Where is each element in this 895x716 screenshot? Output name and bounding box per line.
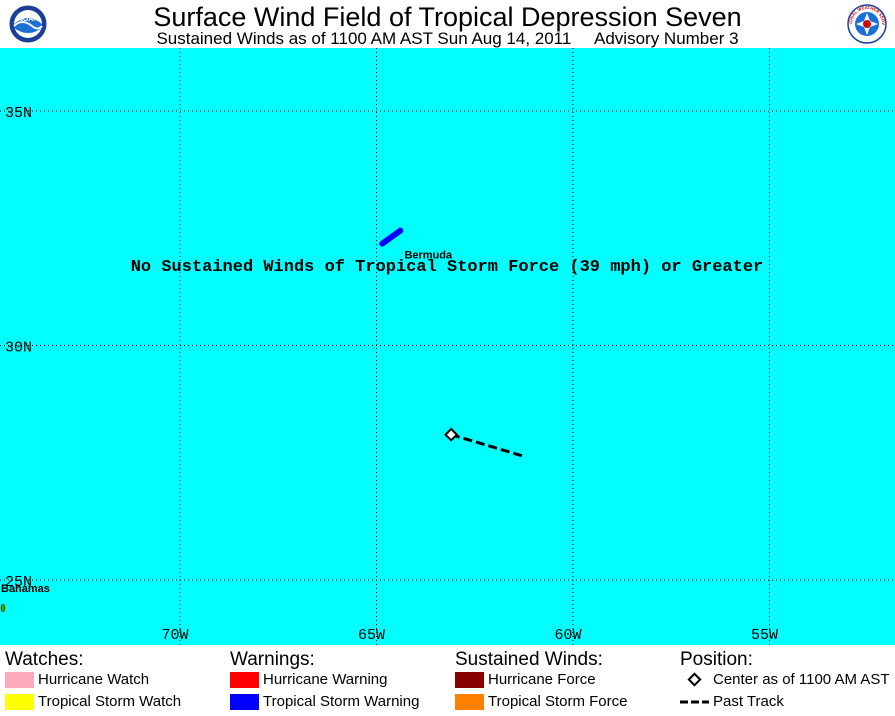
dashed-line-icon <box>680 700 709 704</box>
legend-label: Center as of 1100 AM AST <box>713 671 890 688</box>
legend-label: Hurricane Warning <box>263 671 388 688</box>
legend-past-track: Past Track <box>680 693 892 712</box>
tropical-storm-watch-swatch <box>5 694 34 710</box>
land-layer <box>0 227 404 613</box>
no-wind-message: No Sustained Winds of Tropical Storm For… <box>131 258 764 277</box>
map-title: Surface Wind Field of Tropical Depressio… <box>153 2 742 32</box>
hurricane-force-swatch <box>455 672 484 688</box>
lat-label: 30N <box>5 340 32 357</box>
ocean-background <box>0 48 895 645</box>
legend-hurricane-warning: Hurricane Warning <box>230 671 450 690</box>
legend-label: Tropical Storm Warning <box>263 693 420 710</box>
svg-text:NOAA: NOAA <box>18 16 39 23</box>
bermuda-tropical-storm-warning <box>379 227 404 247</box>
legend-center-position: Center as of 1100 AM AST <box>680 671 892 690</box>
tropical-storm-warning-swatch <box>230 694 259 710</box>
bermuda-label: Bermuda <box>404 250 453 262</box>
map-labels: 35N 30N 25N 70W 65W 60W 55W Bermuda Bahamas <box>1 105 778 644</box>
storm-center-marker[interactable] <box>444 427 459 442</box>
legend-tropical-storm-warning: Tropical Storm Warning <box>230 693 450 712</box>
nws-logo-icon: NATIONAL WEATHER SERVICE <box>847 4 887 44</box>
legend-warnings-heading: Warnings: <box>230 649 315 670</box>
bahamas-label: Bahamas <box>1 583 50 595</box>
legend-label: Tropical Storm Force <box>488 693 628 710</box>
legend-label: Past Track <box>713 693 784 710</box>
lon-label: 65W <box>358 627 385 644</box>
legend-panel: Watches: Hurricane Watch Tropical Storm … <box>0 645 895 716</box>
map-subtitle: Sustained Winds as of 1100 AM AST Sun Au… <box>156 29 739 48</box>
bahamas-island <box>0 603 6 613</box>
legend-label: Hurricane Watch <box>38 671 150 688</box>
wind-field-map[interactable]: 35N 30N 25N 70W 65W 60W 55W Bermuda Bahamas No S… <box>0 48 895 645</box>
hurricane-warning-swatch <box>230 672 259 688</box>
hurricane-watch-swatch <box>5 672 34 688</box>
legend-label: Tropical Storm Watch <box>38 693 182 710</box>
tropical-storm-force-swatch <box>455 694 484 710</box>
legend-position-heading: Position: <box>680 649 753 670</box>
legend-tropical-storm-force: Tropical Storm Force <box>455 693 675 712</box>
lon-label: 55W <box>751 627 778 644</box>
lat-label: 25N <box>5 574 32 591</box>
legend-label: Hurricane Force <box>488 671 596 688</box>
lon-label: 70W <box>161 627 188 644</box>
noaa-logo-icon: NOAA <box>8 4 48 44</box>
legend-hurricane-watch: Hurricane Watch <box>5 671 225 690</box>
legend-winds-heading: Sustained Winds: <box>455 649 603 670</box>
diamond-marker-icon <box>687 672 702 687</box>
storm-track-layer <box>444 427 523 458</box>
lon-label: 60W <box>554 627 581 644</box>
legend-tropical-storm-watch: Tropical Storm Watch <box>5 693 225 712</box>
legend-watches-heading: Watches: <box>5 649 84 670</box>
legend-hurricane-force: Hurricane Force <box>455 671 675 690</box>
lat-label: 35N <box>5 105 32 122</box>
